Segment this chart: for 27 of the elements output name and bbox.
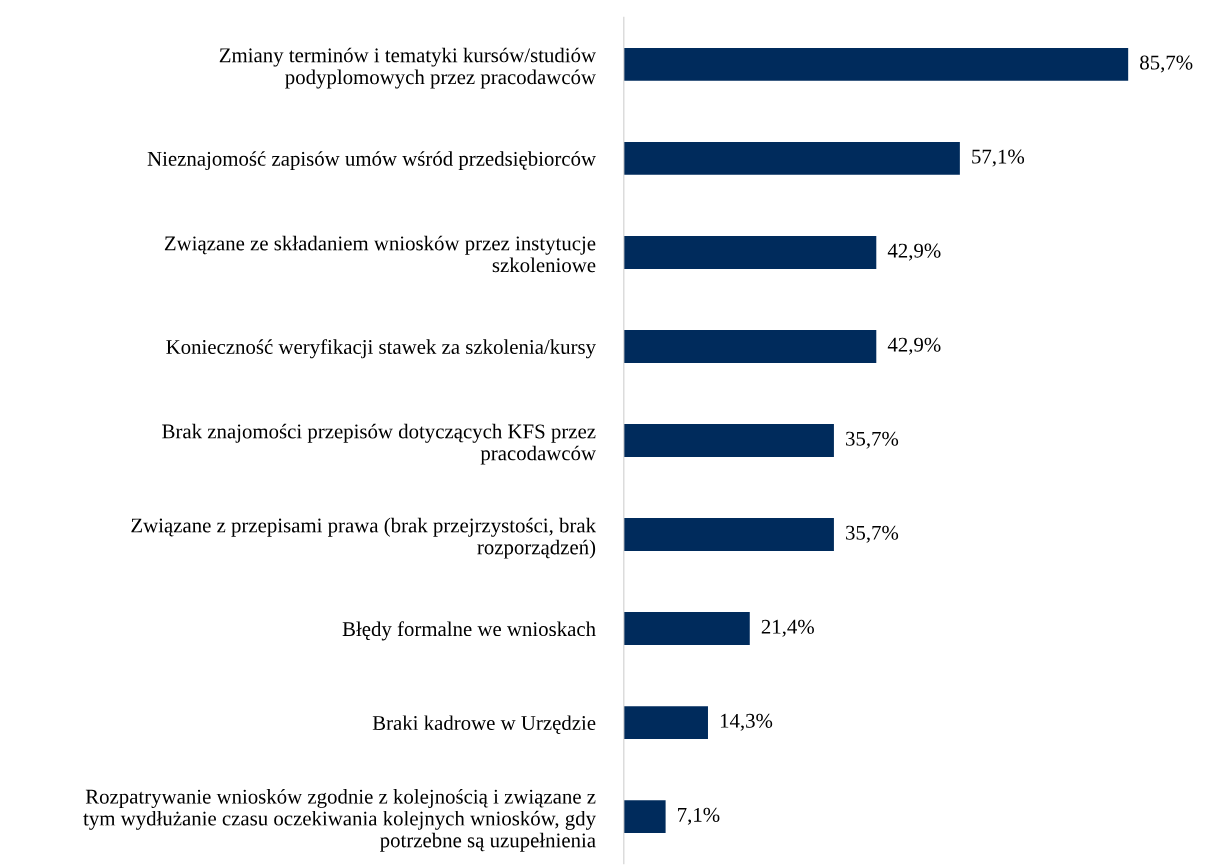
y-tick-label: Związane z przepisami prawa (brak przejrzystości, brak rozporządzeń) xyxy=(131,517,597,559)
y-tick-label: Związane ze składaniem wniosków przez instytucje szkoleniowe xyxy=(164,235,596,273)
data-label: 21,4% xyxy=(761,619,814,637)
y-tick-label: Zmiany terminów i tematyki kursów/studiów podyplomowych przez pracodawców xyxy=(219,47,596,89)
bar xyxy=(623,330,877,363)
y-tick-label: Nieznajomość zapisów umów wśród przedsiębiorców xyxy=(147,151,596,171)
data-label: 14,3% xyxy=(720,713,773,731)
data-label: 35,7% xyxy=(846,525,899,543)
data-label: 7,1% xyxy=(678,807,720,825)
y-tick-label: Konieczność weryfikacji stawek za szkolenia/kursy xyxy=(166,339,596,359)
data-label: 35,7% xyxy=(846,431,899,449)
data-label: 42,9% xyxy=(887,243,941,261)
bar xyxy=(623,612,750,646)
bar xyxy=(623,706,708,740)
bar xyxy=(623,141,960,175)
data-label: 42,9% xyxy=(887,337,941,355)
data-label: 85,7% xyxy=(1140,55,1193,73)
data-label: 57,1% xyxy=(972,149,1025,167)
y-tick-label: Rozpatrywanie wniosków zgodnie z kolejnością i związane z tym wydłużanie czasu oczekiwania kolejnych wniosków, gdy potrzebne są uzupełnienia xyxy=(83,788,596,852)
bar xyxy=(623,47,1129,81)
y-tick-label: Błędy formalne we wnioskach xyxy=(342,621,596,641)
bar xyxy=(623,424,834,457)
bar xyxy=(623,518,834,551)
bar xyxy=(623,235,877,269)
y-tick-label: Brak znajomości przepisów dotyczących KFS przez pracodawców xyxy=(162,423,596,465)
y-tick-label: Braki kadrowe w Urzędzie xyxy=(372,715,596,734)
bar xyxy=(623,800,666,834)
